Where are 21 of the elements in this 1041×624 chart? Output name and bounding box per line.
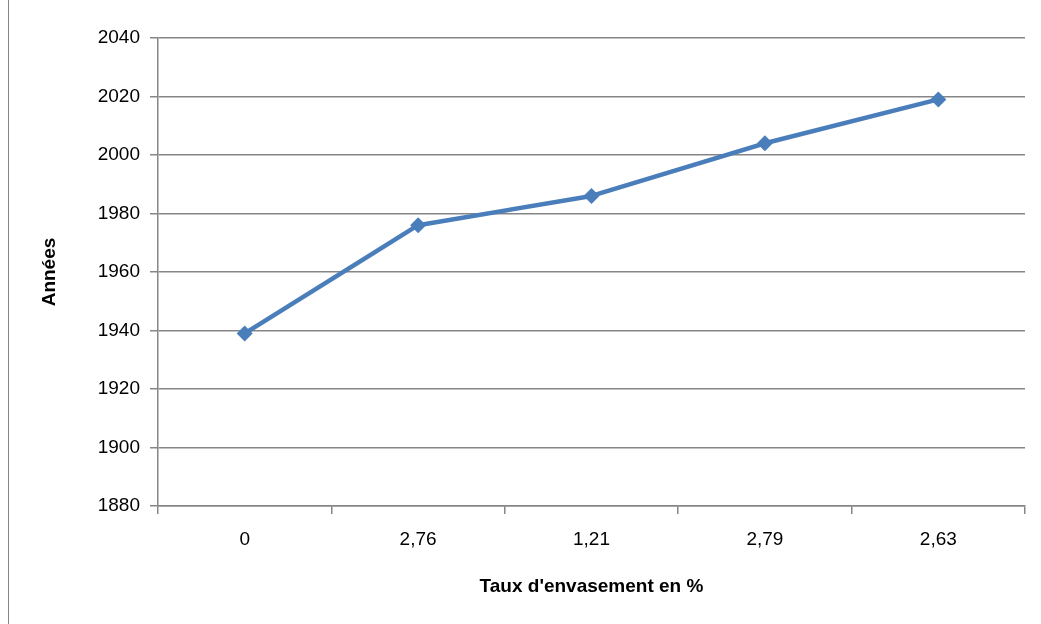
point xyxy=(930,91,947,108)
y-tick-label: 1960 xyxy=(97,260,140,282)
y-tick-label: 1920 xyxy=(97,377,140,399)
x-tick-label: 0 xyxy=(239,527,250,549)
point xyxy=(410,217,427,234)
y-tick-label: 2000 xyxy=(97,143,140,165)
y-tick-label: 1940 xyxy=(97,318,140,340)
x-tick-label: 2,63 xyxy=(919,527,957,549)
y-tick-label: 1980 xyxy=(97,201,140,223)
point xyxy=(583,187,600,204)
y-tick-label: 1880 xyxy=(97,494,140,516)
point xyxy=(236,325,253,342)
point xyxy=(756,135,773,152)
x-tick-label: 1,21 xyxy=(573,527,610,549)
y-tick-label: 2020 xyxy=(97,84,140,106)
x-tick-label: 2,76 xyxy=(399,527,437,549)
y-axis-title: Années xyxy=(37,237,59,307)
y-tick-label: 1900 xyxy=(97,435,140,457)
x-tick-label: 2,79 xyxy=(746,527,784,549)
x-axis-title: Taux d'envasement en % xyxy=(479,574,704,596)
y-tick-label: 2040 xyxy=(97,26,140,48)
